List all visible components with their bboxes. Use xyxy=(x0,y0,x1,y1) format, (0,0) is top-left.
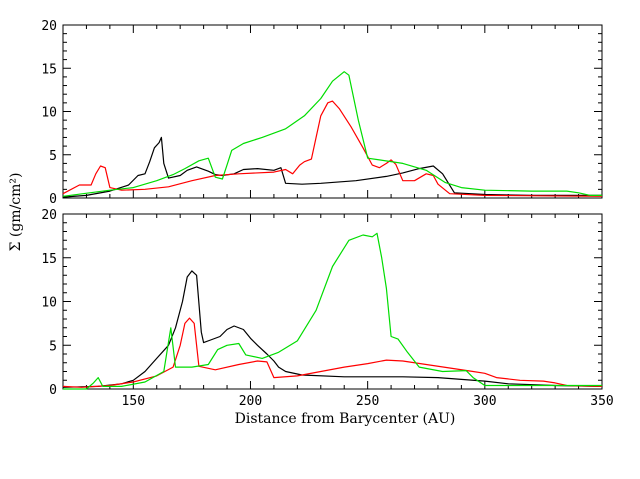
y-tick-label: 15 xyxy=(41,62,57,77)
y-tick-label: 0 xyxy=(49,383,57,398)
plot-frame xyxy=(62,213,603,390)
x-tick-label: 350 xyxy=(590,394,613,409)
y-tick-label: 15 xyxy=(41,252,57,267)
panel-top: 0 5 10 15 20 xyxy=(41,19,603,207)
series-line xyxy=(62,270,603,388)
x-tick-label: 300 xyxy=(473,394,496,409)
y-tick-label: 20 xyxy=(41,208,57,223)
y-tick-label: 5 xyxy=(49,339,57,354)
plot-frame xyxy=(62,24,603,199)
x-tick-labels: 150 200 250 300 350 xyxy=(122,394,614,409)
series-line xyxy=(62,71,602,197)
series-line xyxy=(62,100,603,197)
series-line xyxy=(62,317,603,388)
y-tick-label: 0 xyxy=(49,192,57,207)
x-axis-title: Distance from Barycenter (AU) xyxy=(235,411,456,427)
x-tick-label: 150 xyxy=(122,394,145,409)
y-tick-label: 5 xyxy=(49,149,57,164)
y-axis-title: Σ (gm/cm²) xyxy=(8,173,24,252)
series-line xyxy=(62,136,602,198)
panel-bottom: 0 5 10 15 20 xyxy=(41,208,603,398)
series-line xyxy=(63,232,602,390)
y-tick-label: 10 xyxy=(41,296,57,311)
x-tick-label: 250 xyxy=(356,394,379,409)
x-tick-label: 200 xyxy=(239,394,262,409)
y-tick-label: 20 xyxy=(41,19,57,34)
y-tick-label: 10 xyxy=(41,106,57,121)
